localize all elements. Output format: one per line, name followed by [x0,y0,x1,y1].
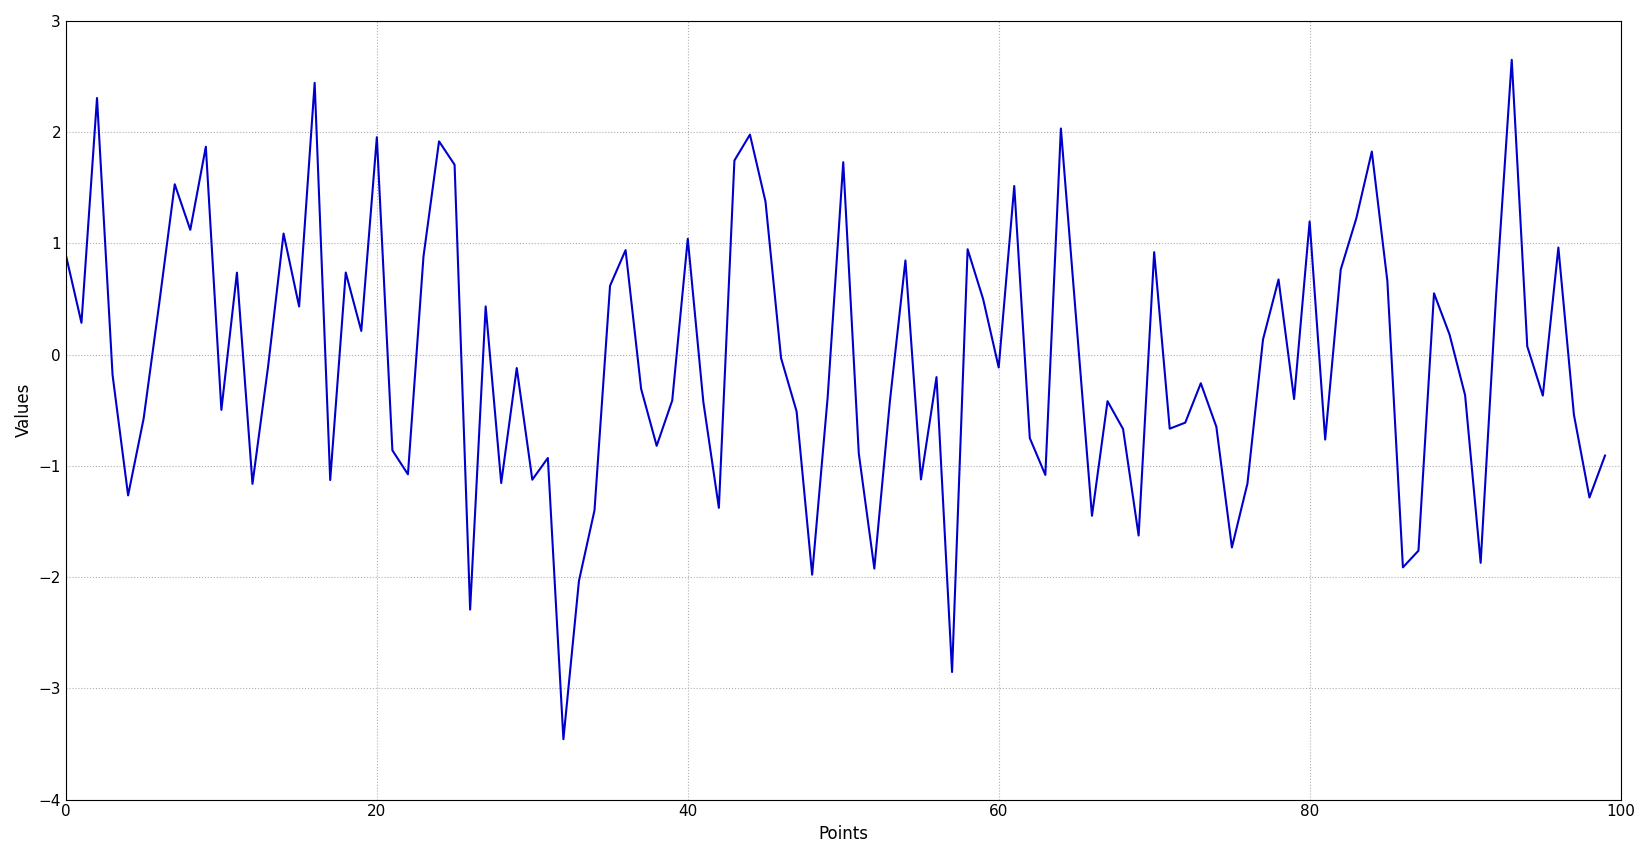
X-axis label: Points: Points [818,825,868,843]
Y-axis label: Values: Values [15,384,33,438]
